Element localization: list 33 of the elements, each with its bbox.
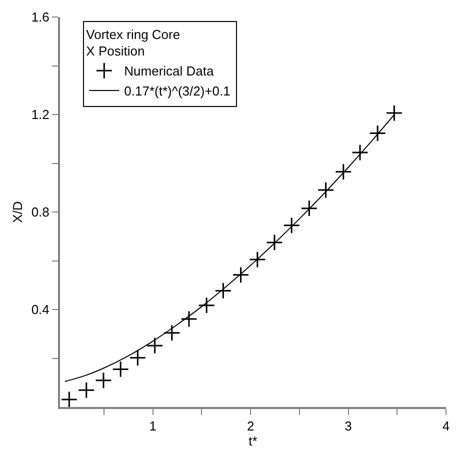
point: [248, 251, 266, 268]
point: [112, 360, 130, 378]
x-tick-label: 1: [149, 418, 156, 434]
point: [317, 182, 334, 199]
point: [369, 124, 386, 142]
point: [214, 282, 232, 300]
point: [198, 296, 216, 314]
y-tick-label: 0.8: [31, 204, 50, 220]
point: [180, 310, 198, 328]
point: [60, 390, 78, 407]
point: [129, 349, 146, 366]
legend-title: Vortex ring Core X Position: [86, 26, 180, 59]
x-axis-title: t*: [248, 434, 258, 449]
point: [300, 200, 318, 217]
y-axis-title: X/D: [10, 201, 25, 223]
point: [334, 163, 352, 180]
point: [95, 372, 112, 389]
y-tick-label: 1.2: [31, 107, 50, 122]
legend-label: Numerical Data: [124, 64, 215, 79]
point: [266, 234, 283, 251]
point: [386, 104, 403, 122]
x-tick-label: 4: [442, 418, 450, 434]
point: [146, 337, 164, 354]
point: [163, 324, 180, 342]
x-tick-label: 3: [344, 418, 352, 434]
point: [283, 216, 300, 234]
y-tick-label: 1.6: [31, 10, 50, 25]
x-tick-label: 2: [246, 418, 254, 434]
legend-label: 0.17*(t*)^(3/2)+0.1: [124, 84, 230, 99]
point: [78, 382, 95, 399]
y-tick-label: 0.4: [31, 302, 50, 318]
point: [352, 144, 368, 161]
point: [232, 266, 250, 284]
